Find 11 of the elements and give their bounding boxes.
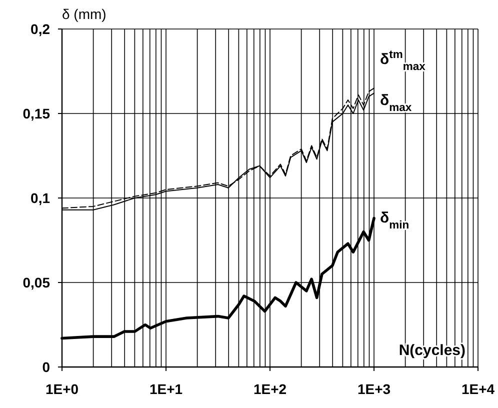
y-tick-label: 0 [42,359,50,375]
y-tick-label: 0,2 [30,21,50,37]
x-tick-label: 1E+1 [149,381,183,397]
y-tick-label: 0,1 [30,190,50,206]
y-axis-title: δ (mm) [62,6,106,22]
x-tick-label: 1E+3 [357,381,391,397]
y-tick-label: 0,05 [22,274,50,290]
y-tick-label: 0,15 [22,106,50,122]
x-tick-label: 1E+2 [253,381,287,397]
x-tick-label: 1E+0 [45,381,79,397]
x-tick-label: 1E+4 [461,381,495,397]
